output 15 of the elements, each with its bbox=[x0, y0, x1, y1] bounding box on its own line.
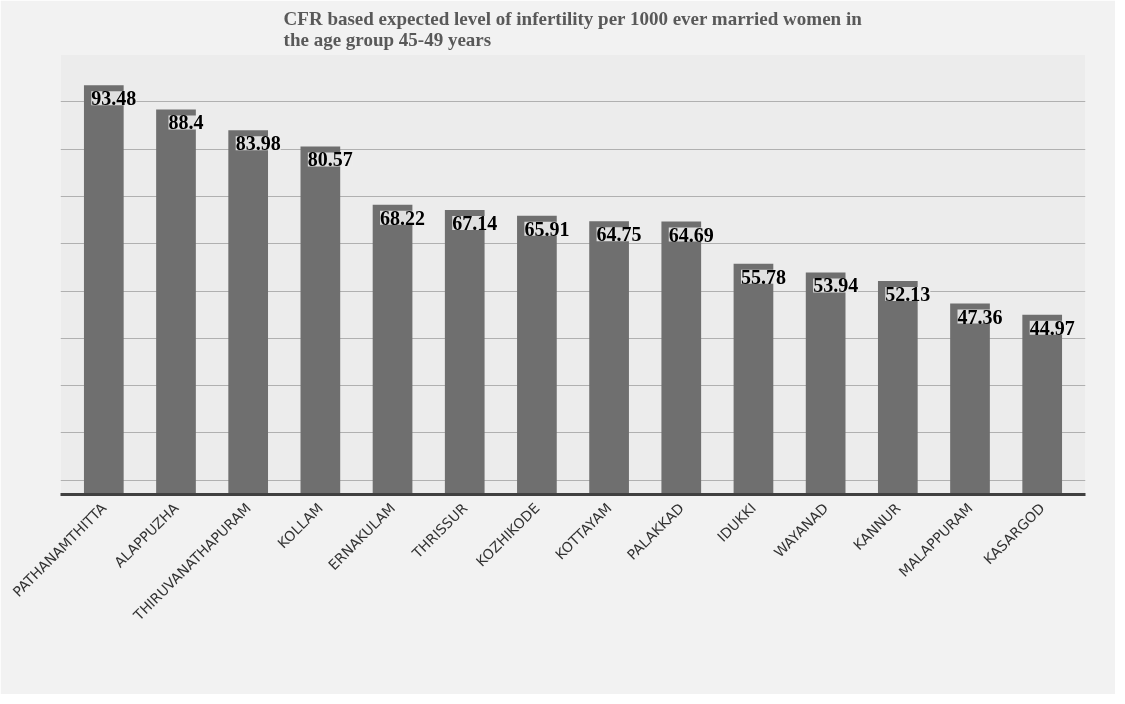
data-label: 67.14 bbox=[452, 211, 498, 234]
data-label: 93.48 bbox=[91, 87, 137, 110]
data-label: 52.13 bbox=[885, 282, 931, 305]
data-label: 68.22 bbox=[380, 206, 426, 229]
data-label: 80.57 bbox=[307, 148, 353, 171]
data-label: 65.91 bbox=[524, 217, 570, 240]
data-label: 83.98 bbox=[235, 132, 281, 155]
data-label: 55.78 bbox=[740, 265, 786, 288]
data-label: 64.75 bbox=[596, 223, 642, 246]
data-label: 47.36 bbox=[957, 305, 1003, 328]
data-label: 64.69 bbox=[668, 223, 714, 246]
chart-title: CFR based expected level of infertility per 1000 ever married women in the age group 45-49 years bbox=[283, 7, 863, 50]
data-label: 88.4 bbox=[168, 111, 204, 134]
data-label: 44.97 bbox=[1029, 316, 1075, 339]
data-label: 53.94 bbox=[813, 274, 859, 297]
